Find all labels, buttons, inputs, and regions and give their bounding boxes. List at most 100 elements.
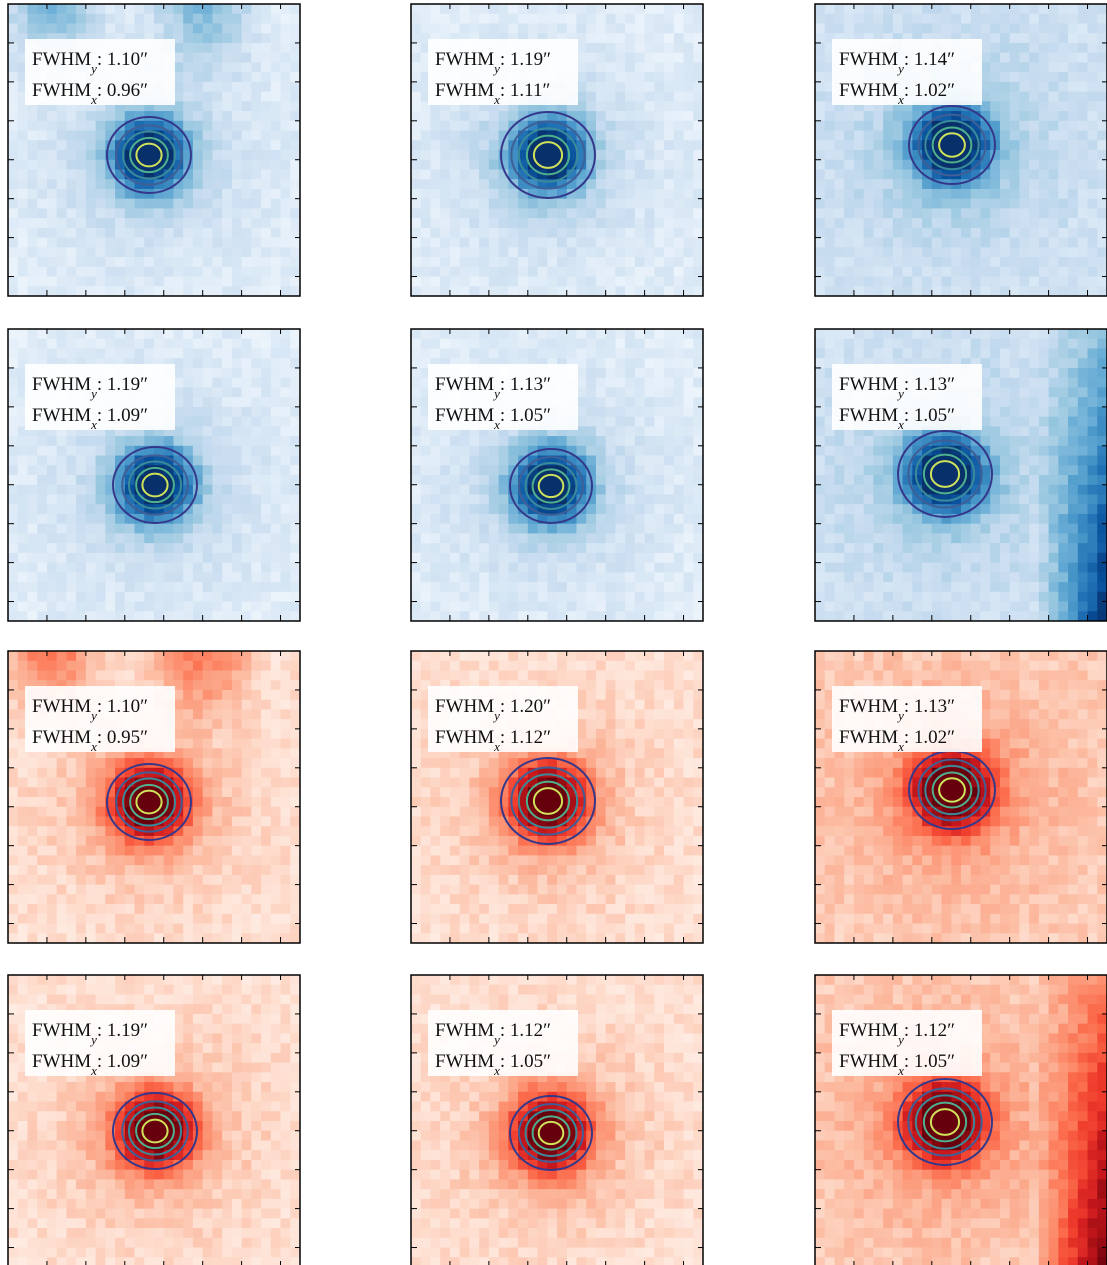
pixel (912, 227, 923, 238)
pixel (883, 513, 894, 525)
pixel (212, 533, 223, 544)
pixel (8, 582, 19, 593)
pixel (1058, 198, 1069, 209)
pixel (1029, 72, 1040, 83)
pixel (420, 13, 431, 24)
pixel (1068, 198, 1079, 209)
pixel (261, 33, 272, 44)
pixel (547, 484, 558, 495)
pixel (1019, 120, 1030, 131)
pixel (46, 611, 58, 622)
pixel (173, 159, 184, 170)
pixel (192, 198, 204, 209)
pixel (192, 367, 204, 379)
pixel (173, 416, 184, 427)
pixel (1058, 111, 1069, 122)
pixel (95, 338, 106, 349)
pixel (134, 426, 145, 437)
pixel (576, 198, 587, 209)
pixel (999, 111, 1011, 122)
pixel (844, 329, 855, 340)
pixel (280, 562, 291, 573)
pixel (941, 140, 952, 151)
pixel (824, 367, 835, 379)
pixel (999, 72, 1011, 83)
pixel (902, 286, 913, 297)
pixel (537, 208, 548, 219)
pixel (479, 475, 490, 486)
pixel (411, 218, 422, 229)
pixel (173, 494, 184, 505)
pixel (576, 416, 587, 427)
pixel (1097, 140, 1107, 151)
pixel (673, 591, 684, 602)
pixel (1048, 188, 1059, 200)
pixel (970, 33, 981, 44)
pixel (134, 208, 145, 219)
pixel (824, 198, 835, 209)
pixel (595, 52, 607, 63)
pixel (124, 13, 135, 24)
pixel (66, 276, 77, 287)
pixel (37, 513, 48, 525)
pixel (883, 227, 894, 238)
pixel (270, 445, 281, 456)
pixel (873, 130, 884, 141)
pixel (430, 286, 441, 297)
pixel (290, 169, 301, 180)
pixel (1009, 13, 1020, 24)
pixel (46, 13, 58, 24)
pixel (411, 208, 422, 219)
pixel (222, 81, 233, 92)
pixel (999, 23, 1011, 34)
pixel (654, 611, 665, 622)
pixel (163, 13, 174, 24)
pixel (664, 198, 675, 209)
pixel (56, 237, 67, 248)
pixel (595, 358, 607, 369)
pixel (212, 91, 223, 102)
pixel (76, 257, 87, 268)
pixel (163, 247, 174, 258)
pixel (154, 23, 165, 34)
pixel (654, 91, 665, 102)
pixel (17, 101, 28, 112)
pixel (853, 33, 865, 44)
pixel (105, 611, 116, 622)
pixel (892, 266, 903, 277)
contour (938, 132, 966, 158)
pixel (411, 601, 422, 612)
pixel (241, 406, 252, 417)
pixel (673, 523, 684, 534)
pixel (37, 276, 48, 287)
pixel (124, 227, 135, 238)
pixel (931, 169, 942, 180)
pixel (566, 475, 577, 486)
pixel (625, 523, 636, 534)
pixel (280, 582, 291, 593)
pixel (566, 465, 577, 476)
pixel (280, 52, 291, 63)
pixel (231, 169, 242, 180)
pixel (595, 465, 607, 476)
pixel (595, 150, 607, 161)
pixel (508, 572, 519, 583)
pixel (202, 42, 213, 54)
pixel (815, 445, 826, 456)
pixel (56, 33, 67, 44)
pixel (8, 484, 19, 495)
pixel (654, 188, 665, 200)
pixel (815, 387, 826, 398)
pixel (430, 552, 441, 563)
pixel (66, 188, 77, 200)
pixel (154, 513, 165, 525)
pixel (508, 611, 519, 622)
pixel (644, 179, 655, 190)
pixel (8, 13, 19, 24)
pixel (892, 150, 903, 161)
pixel (449, 111, 461, 122)
pixel (440, 23, 451, 34)
pixel (430, 218, 441, 229)
pixel (990, 188, 1001, 200)
pixel (644, 475, 655, 486)
